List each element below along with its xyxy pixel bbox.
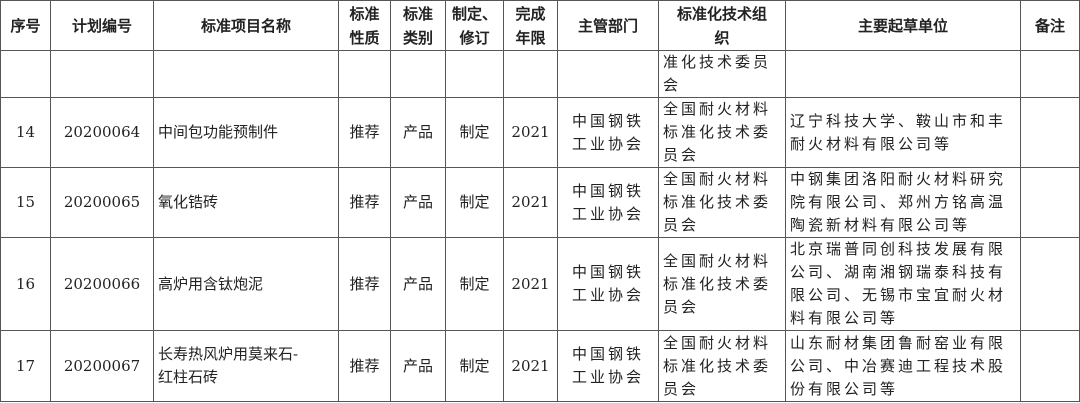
category-cell: 产品 — [390, 167, 446, 238]
project-name-cell: 长寿热风炉用莫来石- 红柱石砖 — [153, 330, 339, 402]
category-cell: 产品 — [390, 330, 446, 402]
department-cell: 中国钢铁 工业协会 — [557, 237, 659, 331]
note-cell — [1020, 237, 1080, 331]
year-cell: 2021 — [503, 330, 558, 402]
plan-number-cell: 20200065 — [50, 167, 154, 238]
header-department: 主管部门 — [557, 0, 659, 51]
nature-cell: 推荐 — [338, 237, 391, 331]
revision-cell: 制定 — [445, 97, 504, 168]
nature-cell: 推荐 — [338, 330, 391, 402]
year-cell: 2021 — [503, 167, 558, 238]
header-serial: 序号 — [0, 0, 51, 51]
project-name-cell — [153, 50, 339, 98]
year-cell — [503, 50, 558, 98]
category-cell — [390, 50, 446, 98]
serial-cell: 16 — [0, 237, 51, 331]
serial-cell: 15 — [0, 167, 51, 238]
header-committee: 标准化技术组 织 — [658, 0, 786, 51]
header-category: 标准 类别 — [390, 0, 446, 51]
department-cell: 中国钢铁 工业协会 — [557, 330, 659, 402]
drafters-cell: 中钢集团洛阳耐火材料研究 院有限公司、郑州方铭高温 陶瓷新材料有限公司等 — [785, 167, 1021, 238]
header-revision: 制定、 修订 — [445, 0, 504, 51]
drafters-cell — [785, 50, 1021, 98]
serial-cell: 14 — [0, 97, 51, 168]
table-row: 准化技术委员 会 — [0, 50, 1080, 98]
plan-number-cell: 20200067 — [50, 330, 154, 402]
header-note: 备注 — [1020, 0, 1080, 51]
plan-number-cell — [50, 50, 154, 98]
department-cell: 中国钢铁 工业协会 — [557, 167, 659, 238]
drafters-cell: 山东耐材集团鲁耐窑业有限 公司、中冶赛迪工程技术股 份有限公司等 — [785, 330, 1021, 402]
plan-number-cell: 20200064 — [50, 97, 154, 168]
note-cell — [1020, 50, 1080, 98]
serial-cell: 17 — [0, 330, 51, 402]
header-project-name: 标准项目名称 — [153, 0, 339, 51]
note-cell — [1020, 167, 1080, 238]
committee-cell: 全国耐火材料 标准化技术委 员会 — [658, 237, 786, 331]
committee-cell: 全国耐火材料 标准化技术委 员会 — [658, 97, 786, 168]
committee-cell: 全国耐火材料 标准化技术委 员会 — [658, 167, 786, 238]
department-cell — [557, 50, 659, 98]
project-name-cell: 氧化锆砖 — [153, 167, 339, 238]
note-cell — [1020, 97, 1080, 168]
table-row: 17 20200067 长寿热风炉用莫来石- 红柱石砖 推荐 产品 制定 2021 中国钢铁 … — [0, 330, 1080, 402]
table-row: 16 20200066 高炉用含钛炮泥 推荐 产品 制定 2021 中国钢铁 工业协会 全国耐火… — [0, 237, 1080, 331]
nature-cell — [338, 50, 391, 98]
header-year: 完成 年限 — [503, 0, 558, 51]
revision-cell: 制定 — [445, 167, 504, 238]
note-cell — [1020, 330, 1080, 402]
revision-cell: 制定 — [445, 330, 504, 402]
drafters-cell: 辽宁科技大学、鞍山市和丰 耐火材料有限公司等 — [785, 97, 1021, 168]
revision-cell — [445, 50, 504, 98]
header-row: 序号 计划编号 标准项目名称 标准 性质 标准 类别 制定、 修订 完成 年限 主管部门 标准化… — [0, 0, 1080, 51]
drafters-cell: 北京瑞普同创科技发展有限 公司、湖南湘钢瑞泰科技有 限公司、无锡市宝宜耐火材 料… — [785, 237, 1021, 331]
table-row: 14 20200064 中间包功能预制件 推荐 产品 制定 2021 中国钢铁 工业协会 全国耐… — [0, 97, 1080, 168]
department-cell: 中国钢铁 工业协会 — [557, 97, 659, 168]
category-cell: 产品 — [390, 237, 446, 331]
header-plan-number: 计划编号 — [50, 0, 154, 51]
year-cell: 2021 — [503, 237, 558, 331]
year-cell: 2021 — [503, 97, 558, 168]
table-row: 15 20200065 氧化锆砖 推荐 产品 制定 2021 中国钢铁 工业协会 全国耐火材料 … — [0, 167, 1080, 238]
committee-cell: 全国耐火材料 标准化技术委 员会 — [658, 330, 786, 402]
project-name-cell: 中间包功能预制件 — [153, 97, 339, 168]
nature-cell: 推荐 — [338, 97, 391, 168]
category-cell: 产品 — [390, 97, 446, 168]
project-name-cell: 高炉用含钛炮泥 — [153, 237, 339, 331]
revision-cell: 制定 — [445, 237, 504, 331]
header-drafters: 主要起草单位 — [785, 0, 1021, 51]
committee-cell: 准化技术委员 会 — [658, 50, 786, 98]
plan-number-cell: 20200066 — [50, 237, 154, 331]
serial-cell — [0, 50, 51, 98]
header-nature: 标准 性质 — [338, 0, 391, 51]
nature-cell: 推荐 — [338, 167, 391, 238]
